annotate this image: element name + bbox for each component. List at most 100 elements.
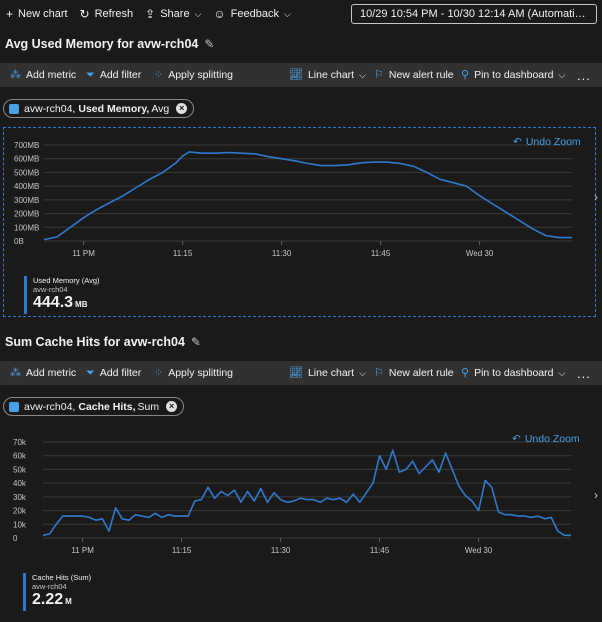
y-tick-label: 400MB	[14, 182, 39, 191]
command-bar: + New chart ↻ Refresh ⇪ Share ⌵ ☺ Feedba…	[0, 0, 602, 28]
line-chart-label: Line chart	[307, 69, 355, 81]
y-tick-label: 60k	[13, 452, 27, 461]
x-tick-label: 11 PM	[72, 249, 95, 258]
x-tick-label: 11:15	[172, 546, 192, 555]
series-line[interactable]	[42, 449, 571, 537]
line-chart-button[interactable]: 📈︎ Line chart ⌵	[289, 361, 366, 385]
add-metric-button[interactable]: ⁂ Add metric	[10, 361, 76, 385]
x-tick-label: 11:45	[370, 546, 390, 555]
new-alert-rule-button[interactable]: ⚐ New alert rule	[374, 361, 454, 385]
add-filter-button[interactable]: ⏷ Add filter	[86, 361, 141, 385]
chart-title-text: Sum Cache Hits for avw-rch04	[5, 335, 185, 349]
x-tick-label: Wed 30	[465, 546, 493, 555]
y-tick-label: 600MB	[14, 155, 39, 164]
chart-area[interactable]: 70k 60k 50k 40k 30k 20k 10k 0 11 PM 11:15 11:30 11:…	[3, 425, 596, 615]
pill-metric: Cache Hits,	[78, 400, 136, 413]
legend-metric-name: Cache Hits (Sum)	[32, 573, 92, 582]
metric-pill[interactable]: avw-rch04, Cache Hits, Sum ×	[3, 397, 185, 416]
line-chart[interactable]: 700MB 600MB 500MB 400MB 300MB 200MB 100MB 0B 11 …	[4, 128, 597, 268]
chart-legend[interactable]: Cache Hits (Sum) avw-rch04 2.22 M	[23, 573, 91, 611]
more-options-button[interactable]: ...	[577, 365, 591, 381]
line-chart-icon: 📈︎	[289, 366, 303, 379]
line-chart-icon: 📈︎	[289, 68, 303, 81]
line-chart[interactable]: 70k 60k 50k 40k 30k 20k 10k 0 11 PM 11:15 11:30 11:…	[3, 425, 596, 565]
x-tick-label: 11 PM	[71, 546, 94, 555]
y-tick-label: 20k	[13, 507, 27, 516]
more-options-button[interactable]: ...	[577, 67, 591, 83]
chart-toolbar: ⁂ Add metric ⏷ Add filter ⁘ Apply splitting…	[0, 63, 602, 87]
x-tick-label: 11:45	[371, 249, 391, 258]
metric-pill[interactable]: avw-rch04, Used Memory, Avg ×	[3, 99, 195, 118]
refresh-icon: ↻	[79, 7, 90, 21]
series-line[interactable]	[43, 151, 572, 241]
alert-icon: ⚐	[374, 68, 384, 81]
chevron-down-icon: ⌵	[283, 8, 291, 19]
chevron-right-icon[interactable]: ›	[594, 488, 598, 502]
refresh-label: Refresh	[94, 8, 134, 20]
legend-resource: avw-rch04	[32, 582, 67, 591]
refresh-button[interactable]: ↻ Refresh	[74, 0, 140, 28]
resource-icon	[9, 401, 19, 412]
legend-value-unit: M	[65, 597, 72, 606]
pin-icon: ⚲	[461, 366, 470, 379]
feedback-label: Feedback	[230, 8, 279, 20]
remove-icon[interactable]: ×	[176, 103, 188, 114]
pill-resource: avw-rch04,	[24, 102, 76, 115]
new-chart-button[interactable]: + New chart	[0, 0, 74, 28]
add-filter-button[interactable]: ⏷ Add filter	[86, 63, 141, 87]
undo-zoom-button[interactable]: ↶ Undo Zoom	[513, 136, 581, 148]
pill-aggregation: Sum	[137, 400, 160, 413]
line-chart-button[interactable]: 📈︎ Line chart ⌵	[289, 63, 366, 87]
splitting-icon: ⁘	[154, 366, 164, 379]
legend-metric-name: Used Memory (Avg)	[33, 276, 100, 285]
feedback-button[interactable]: ☺ Feedback ⌵	[207, 0, 296, 28]
add-metric-button[interactable]: ⁂ Add metric	[10, 63, 76, 87]
undo-zoom-label: Undo Zoom	[525, 136, 581, 148]
pin-to-dashboard-button[interactable]: ⚲ Pin to dashboard ⌵	[461, 361, 565, 385]
chart-area[interactable]: 700MB 600MB 500MB 400MB 300MB 200MB 100MB 0B 11 …	[3, 127, 596, 317]
chart-legend[interactable]: Used Memory (Avg) avw-rch04 444.3 MB	[24, 276, 100, 314]
y-tick-label: 100MB	[14, 223, 39, 232]
time-range-picker[interactable]: 10/29 10:54 PM - 10/30 12:14 AM (Automat…	[351, 4, 597, 24]
new-chart-label: New chart	[18, 8, 68, 20]
undo-zoom-button[interactable]: ↶ Undo Zoom	[512, 433, 580, 445]
alert-icon: ⚐	[374, 366, 384, 379]
line-chart-label: Line chart	[307, 367, 355, 379]
y-tick-label: 0B	[14, 237, 24, 246]
add-filter-label: Add filter	[99, 69, 142, 81]
y-tick-label: 40k	[13, 479, 27, 488]
chart-toolbar: ⁂ Add metric ⏷ Add filter ⁘ Apply splitting…	[0, 361, 602, 385]
apply-splitting-label: Apply splitting	[168, 69, 234, 81]
undo-icon: ↶	[513, 136, 522, 148]
y-tick-label: 70k	[13, 438, 27, 447]
chevron-down-icon: ⌵	[558, 69, 566, 80]
undo-zoom-label: Undo Zoom	[524, 433, 580, 445]
pencil-icon[interactable]: ✎	[204, 37, 215, 51]
pin-to-dashboard-button[interactable]: ⚲ Pin to dashboard ⌵	[461, 63, 565, 87]
add-metric-label: Add metric	[26, 367, 77, 379]
x-tick-label: Wed 30	[466, 249, 494, 258]
legend-resource: avw-rch04	[33, 285, 68, 294]
remove-icon[interactable]: ×	[166, 401, 178, 412]
y-tick-label: 30k	[13, 493, 27, 502]
pencil-icon[interactable]: ✎	[190, 335, 201, 349]
legend-value-number: 2.22	[32, 591, 64, 608]
new-alert-rule-button[interactable]: ⚐ New alert rule	[374, 63, 454, 87]
share-label: Share	[160, 8, 190, 20]
apply-splitting-button[interactable]: ⁘ Apply splitting	[154, 63, 233, 87]
chevron-right-icon[interactable]: ›	[594, 190, 598, 204]
y-tick-label: 300MB	[14, 196, 39, 205]
legend-value-unit: MB	[75, 300, 88, 309]
pill-aggregation: Avg	[151, 102, 170, 115]
apply-splitting-button[interactable]: ⁘ Apply splitting	[154, 361, 233, 385]
undo-icon: ↶	[512, 433, 521, 445]
y-tick-label: 10k	[13, 520, 27, 529]
legend-value: 444.3 MB	[33, 294, 100, 314]
filter-icon: ⏷	[86, 366, 95, 379]
share-button[interactable]: ⇪ Share ⌵	[139, 0, 207, 28]
add-metric-label: Add metric	[26, 69, 77, 81]
chevron-down-icon: ⌵	[194, 8, 202, 19]
legend-value: 2.22 M	[32, 591, 91, 611]
splitting-icon: ⁘	[154, 68, 164, 81]
filter-icon: ⏷	[86, 68, 95, 81]
